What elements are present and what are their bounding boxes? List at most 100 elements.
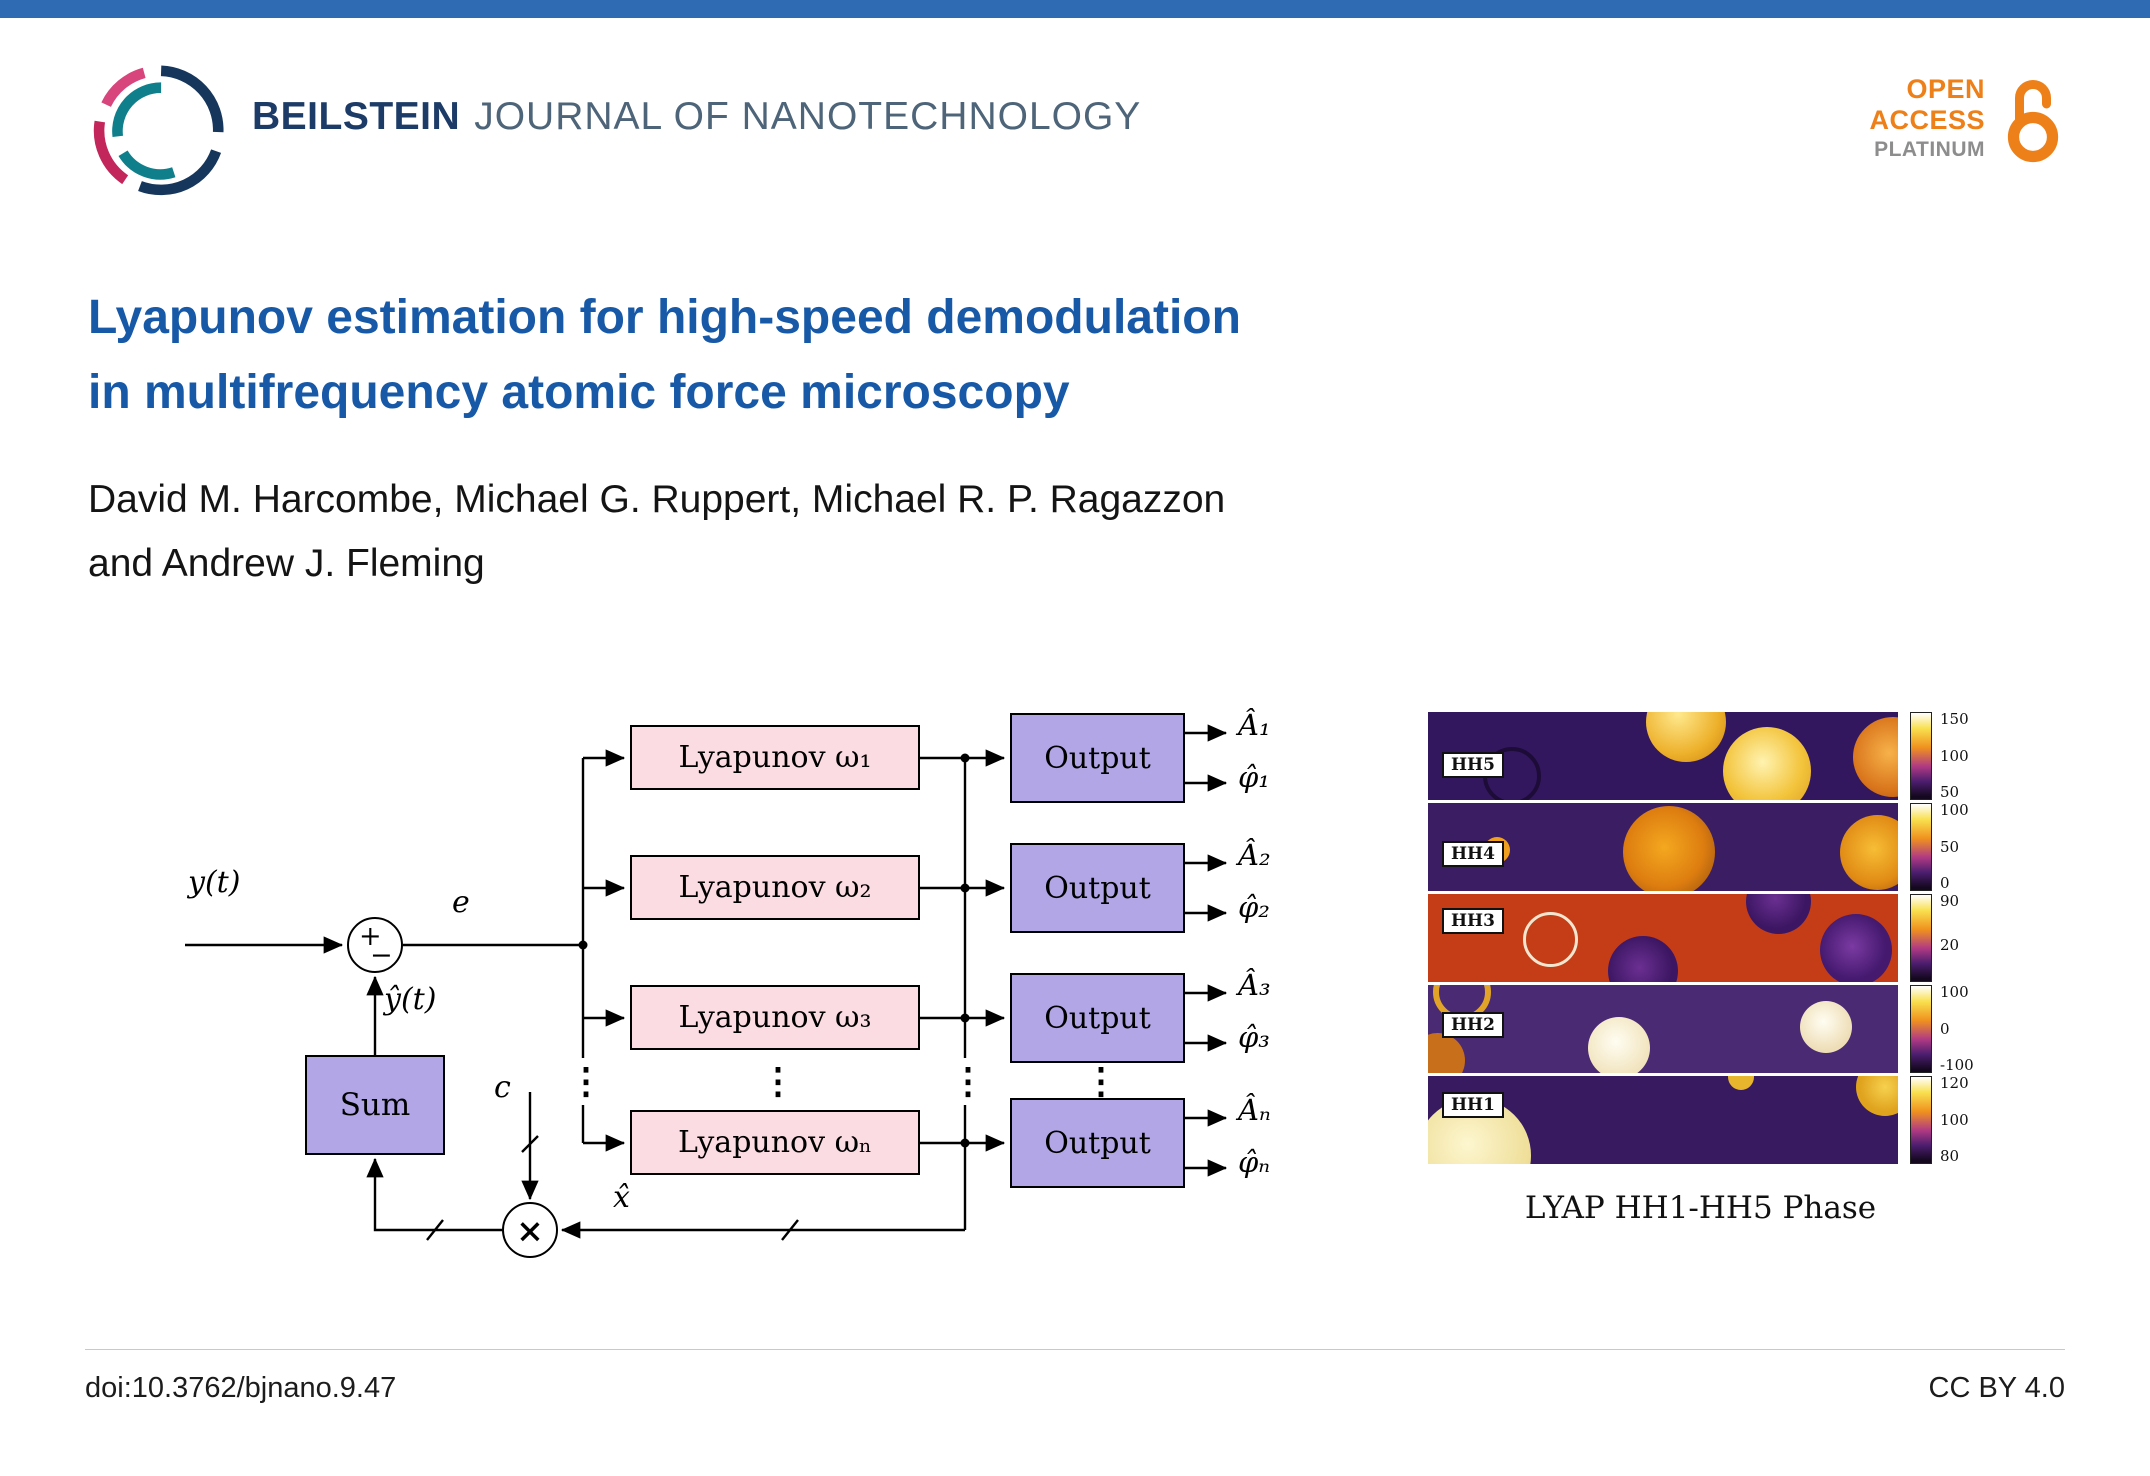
amplitude-label-2: Â₂ — [1238, 838, 1271, 872]
tick: 100 — [1940, 983, 1969, 1001]
ellipsis-branch-line: ⋮ — [568, 1060, 604, 1102]
afm-strip-hh3-image: HH3 — [1428, 894, 1898, 982]
afm-strip-hh5: HH5 150 100 50 — [1428, 712, 2008, 800]
tick: 120 — [1940, 1074, 1969, 1092]
afm-strip-hh3: HH3 90 20 — [1428, 894, 2008, 982]
lyapunov-block-n: Lyapunov ωₙ — [630, 1110, 920, 1175]
colorbar-ticks-hh1: 120 100 80 — [1940, 1076, 2000, 1164]
license-text: CC BY 4.0 — [1928, 1372, 2065, 1404]
lyapunov-block-2-label: Lyapunov ω₂ — [678, 870, 872, 905]
input-signal-label: y(t) — [188, 865, 241, 900]
phase-blob — [1428, 1033, 1465, 1073]
strip-label-hh4: HH4 — [1442, 841, 1504, 867]
error-signal-label: e — [452, 885, 470, 920]
afm-strip-hh5-image: HH5 — [1428, 712, 1898, 800]
tick: 50 — [1940, 837, 1960, 856]
colorbar-ticks-hh4: 100 50 0 — [1940, 803, 2000, 891]
colorbar-hh3 — [1910, 894, 1932, 982]
tick: 100 — [1940, 1110, 1969, 1129]
article-title-line-2: in multifrequency atomic force microscop… — [88, 366, 1070, 419]
sum-block: Sum — [305, 1055, 445, 1155]
gain-vector-label: c — [494, 1070, 511, 1105]
ellipsis-collection-line: ⋮ — [950, 1060, 986, 1102]
lyapunov-block-n-label: Lyapunov ωₙ — [677, 1125, 873, 1160]
afm-phase-figure: HH5 150 100 50 HH4 100 50 0 — [1428, 712, 2008, 1242]
output-block-3-label: Output — [1044, 1000, 1151, 1036]
output-block-3: Output — [1010, 973, 1185, 1063]
lyapunov-block-3-label: Lyapunov ω₃ — [678, 1000, 872, 1035]
feedback-signal-label: ŷ(t) — [384, 982, 437, 1017]
open-access-badge-text: OPEN ACCESS PLATINUM — [1869, 74, 1985, 164]
lyapunov-block-1-label: Lyapunov ω₁ — [678, 740, 872, 775]
plus-sign: + — [359, 921, 382, 952]
multiply-sign: × — [516, 1210, 544, 1250]
afm-figure-caption: LYAP HH1-HH5 Phase — [1524, 1190, 1877, 1226]
minus-sign: − — [370, 940, 393, 971]
phase-blob — [1853, 717, 1898, 797]
phase-blob — [1820, 914, 1892, 982]
phase-blob — [1728, 1076, 1754, 1090]
strip-label-hh1: HH1 — [1442, 1092, 1504, 1118]
article-authors: David M. Harcombe, Michael G. Ruppert, M… — [88, 468, 1225, 596]
phase-blob — [1523, 912, 1578, 967]
afm-strip-hh4: HH4 100 50 0 — [1428, 803, 2008, 891]
phase-label-2: φ̂₂ — [1238, 890, 1270, 924]
state-vector-label: x̂ — [613, 1180, 630, 1215]
doi-text: doi:10.3762/bjnano.9.47 — [85, 1372, 397, 1404]
strip-label-hh2: HH2 — [1442, 1012, 1504, 1038]
colorbar-ticks-hh2: 100 0 -100 — [1940, 985, 2000, 1073]
phase-blob — [1840, 815, 1898, 890]
demodulator-block-diagram: + − × Lyapunov ω₁ Lyapunov ω₂ Lyapunov ω… — [170, 680, 1320, 1300]
journal-name: BEILSTEIN JOURNAL OF NANOTECHNOLOGY — [252, 94, 1141, 140]
output-block-1-label: Output — [1044, 740, 1151, 776]
summing-junction: + − — [347, 917, 403, 973]
afm-strip-hh1: HH1 120 100 80 — [1428, 1076, 2008, 1164]
colorbar-ticks-hh5: 150 100 50 — [1940, 712, 2000, 800]
open-lock-icon — [2007, 80, 2059, 163]
authors-line-2: and Andrew J. Fleming — [88, 542, 485, 585]
phase-blob — [1746, 894, 1811, 934]
journal-name-bold: BEILSTEIN — [252, 95, 461, 138]
diagram-lines — [185, 724, 1228, 1241]
beilstein-logo — [85, 56, 233, 204]
tick: 20 — [1940, 936, 1960, 954]
ellipsis-output-column: ⋮ — [1083, 1060, 1119, 1102]
phase-blob — [1646, 712, 1726, 762]
lyapunov-block-2: Lyapunov ω₂ — [630, 855, 920, 920]
open-access-access-label: ACCESS — [1869, 105, 1985, 135]
colorbar-hh4 — [1910, 803, 1932, 891]
open-access-platinum-label: PLATINUM — [1874, 138, 1985, 161]
tick: 0 — [1940, 1019, 1950, 1038]
amplitude-label-1: Â₁ — [1238, 708, 1271, 742]
output-block-n-label: Output — [1044, 1125, 1151, 1161]
lyapunov-block-1: Lyapunov ω₁ — [630, 725, 920, 790]
tick: 0 — [1940, 874, 1950, 892]
ellipsis-lyapunov-column: ⋮ — [760, 1060, 796, 1102]
tick: -100 — [1940, 1056, 1974, 1074]
afm-strip-hh2: HH2 100 0 -100 — [1428, 985, 2008, 1073]
tick: 100 — [1940, 746, 1969, 765]
amplitude-label-n: Âₙ — [1238, 1093, 1271, 1127]
phase-label-n: φ̂ₙ — [1238, 1145, 1271, 1179]
output-block-2-label: Output — [1044, 870, 1151, 906]
tick: 150 — [1940, 710, 1969, 728]
phase-blob — [1608, 936, 1678, 982]
output-block-2: Output — [1010, 843, 1185, 933]
phase-label-1: φ̂₁ — [1238, 760, 1270, 794]
colorbar-hh1 — [1910, 1076, 1932, 1164]
tick: 50 — [1940, 783, 1960, 801]
phase-blob — [1723, 727, 1811, 800]
article-title: Lyapunov estimation for high-speed demod… — [88, 280, 1241, 430]
amplitude-label-3: Â₃ — [1238, 968, 1271, 1002]
colorbar-hh2 — [1910, 985, 1932, 1073]
open-access-badge: OPEN ACCESS PLATINUM — [1869, 72, 2066, 166]
phase-blob — [1856, 1076, 1898, 1116]
phase-label-3: φ̂₃ — [1238, 1020, 1270, 1054]
lyapunov-block-3: Lyapunov ω₃ — [630, 985, 920, 1050]
phase-blob — [1588, 1017, 1650, 1073]
output-block-n: Output — [1010, 1098, 1185, 1188]
authors-line-1: David M. Harcombe, Michael G. Ruppert, M… — [88, 478, 1226, 521]
afm-strip-hh1-image: HH1 — [1428, 1076, 1898, 1164]
strip-label-hh5: HH5 — [1442, 752, 1504, 778]
